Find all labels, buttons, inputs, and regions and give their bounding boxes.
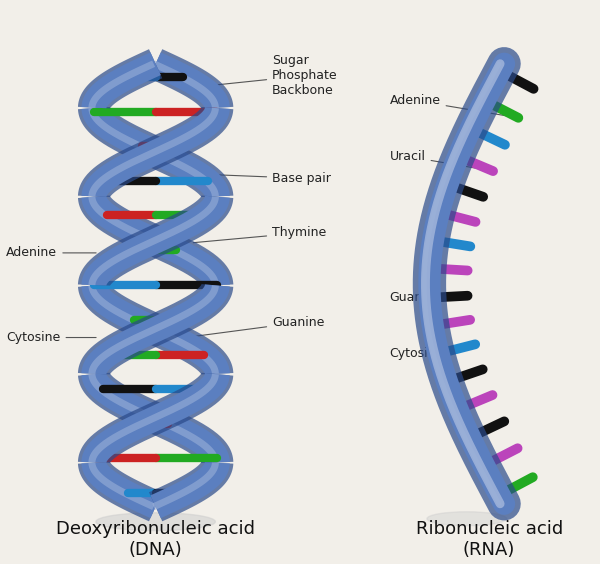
Text: Guanine: Guanine xyxy=(389,291,465,304)
Text: Thymine: Thymine xyxy=(193,227,326,243)
Text: Sugar
Phosphate
Backbone: Sugar Phosphate Backbone xyxy=(212,54,338,97)
Text: Cytosine: Cytosine xyxy=(6,331,96,344)
Ellipse shape xyxy=(427,512,506,526)
Ellipse shape xyxy=(96,513,215,531)
Text: Base pair: Base pair xyxy=(181,171,331,185)
Text: Ribonucleic acid
(RNA): Ribonucleic acid (RNA) xyxy=(416,520,563,559)
Text: Guanine: Guanine xyxy=(188,316,325,337)
Text: Deoxyribonucleic acid
(DNA): Deoxyribonucleic acid (DNA) xyxy=(56,520,255,559)
Text: Adenine: Adenine xyxy=(389,94,515,117)
Text: Uracil: Uracil xyxy=(389,150,490,171)
Text: Adenine: Adenine xyxy=(6,246,96,259)
Text: Cytosine: Cytosine xyxy=(389,345,472,360)
